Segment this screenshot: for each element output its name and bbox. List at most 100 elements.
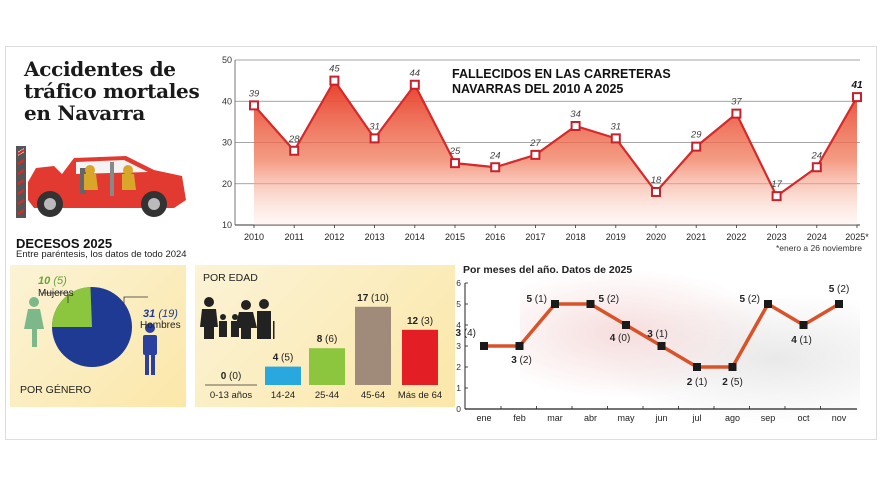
svg-text:3 (2): 3 (2) — [511, 355, 532, 366]
svg-text:45-64: 45-64 — [361, 390, 385, 401]
svg-text:2025*: 2025* — [845, 232, 869, 242]
page-title: Accidentes de tráfico mortales en Navarr… — [24, 57, 200, 125]
svg-text:41: 41 — [850, 80, 863, 91]
svg-text:2019: 2019 — [606, 232, 626, 242]
svg-text:2013: 2013 — [365, 232, 385, 242]
svg-text:may: may — [617, 413, 635, 423]
data-point-marker — [249, 100, 259, 111]
svg-text:oct: oct — [797, 413, 810, 423]
data-labels: 39 28 45 31 44 25 24 27 34 31 18 29 37 17 24 41 — [249, 64, 863, 191]
svg-text:2017: 2017 — [525, 232, 545, 242]
svg-text:20: 20 — [222, 179, 232, 189]
svg-text:2014: 2014 — [405, 232, 425, 242]
svg-text:4 (0): 4 (0) — [610, 333, 631, 344]
svg-text:jul: jul — [691, 413, 701, 423]
svg-text:0 (0): 0 (0) — [221, 371, 242, 382]
svg-text:14-24: 14-24 — [271, 390, 295, 401]
svg-text:feb: feb — [513, 413, 526, 423]
svg-text:37: 37 — [731, 97, 742, 108]
svg-text:34: 34 — [570, 109, 581, 120]
svg-text:17 (10): 17 (10) — [357, 293, 389, 304]
svg-text:5 (2): 5 (2) — [739, 294, 760, 305]
svg-text:0-13 años: 0-13 años — [210, 390, 253, 401]
svg-text:6: 6 — [456, 278, 461, 288]
svg-text:2022: 2022 — [726, 232, 746, 242]
data-point-marker — [570, 121, 581, 131]
title-line-2: tráfico mortales — [24, 79, 200, 103]
svg-text:abr: abr — [584, 413, 597, 423]
svg-text:4 (1): 4 (1) — [791, 335, 812, 346]
data-point-marker — [610, 133, 621, 144]
svg-text:jun: jun — [654, 413, 667, 423]
title-line-1: Accidentes de — [24, 57, 176, 81]
svg-text:5 (1): 5 (1) — [526, 294, 547, 305]
title-line-3: en Navarra — [24, 101, 146, 125]
svg-text:31: 31 — [611, 121, 622, 132]
men-prev: (19) — [158, 308, 178, 320]
svg-text:5 (2): 5 (2) — [829, 284, 850, 295]
women-value: 10 — [38, 275, 51, 287]
svg-text:8 (6): 8 (6) — [317, 334, 338, 345]
man-icon — [143, 323, 157, 375]
age-bar — [309, 348, 345, 385]
svg-text:10: 10 — [222, 220, 232, 230]
month-point-marker — [728, 363, 737, 371]
car-crash-illustration-icon — [16, 146, 186, 218]
month-point-marker — [586, 300, 595, 308]
svg-text:ene: ene — [476, 413, 491, 423]
svg-text:2 (1): 2 (1) — [687, 377, 708, 388]
svg-text:2 (5): 2 (5) — [722, 377, 743, 388]
data-point-marker — [852, 92, 862, 103]
svg-text:3: 3 — [456, 341, 461, 351]
month-point-marker — [657, 342, 666, 350]
month-point-marker — [622, 321, 630, 329]
svg-text:Más de 64: Más de 64 — [398, 390, 442, 401]
svg-text:25-44: 25-44 — [315, 390, 339, 401]
svg-text:27: 27 — [529, 138, 541, 149]
data-point-marker — [450, 158, 460, 169]
month-point-marker — [799, 321, 808, 329]
svg-text:18: 18 — [651, 175, 662, 186]
svg-text:2010: 2010 — [244, 232, 264, 242]
svg-text:nov: nov — [832, 413, 847, 423]
svg-text:39: 39 — [249, 88, 260, 99]
svg-text:2012: 2012 — [324, 232, 344, 242]
svg-text:4: 4 — [456, 320, 461, 330]
family-icon — [200, 297, 275, 339]
women-stat: 10 (5) — [38, 275, 67, 287]
age-bar-chart: 0 (0) 0-13 años 4 (5) 14-24 8 (6) 25-44 17 (10… — [200, 293, 442, 401]
woman-icon — [24, 297, 44, 347]
svg-text:25: 25 — [449, 146, 461, 157]
x-axis: 2010 2011 2012 2013 2014 2015 2016 2017 2018 2019… — [244, 225, 869, 242]
decesos-title: DECESOS 2025 — [16, 236, 113, 251]
data-point-marker — [369, 133, 380, 144]
svg-text:24: 24 — [811, 150, 823, 161]
svg-text:2015: 2015 — [445, 232, 465, 242]
men-stat: 31 (19) — [143, 308, 178, 320]
svg-text:44: 44 — [410, 68, 421, 79]
svg-text:2016: 2016 — [485, 232, 505, 242]
svg-text:17: 17 — [771, 179, 782, 190]
age-bar — [402, 329, 438, 385]
month-point-marker — [693, 363, 701, 371]
svg-text:2023: 2023 — [767, 232, 787, 242]
data-point-marker — [490, 162, 501, 173]
month-point-marker — [515, 342, 524, 350]
svg-text:29: 29 — [690, 130, 702, 141]
footnote: *enero a 26 noviembre — [776, 243, 863, 253]
svg-text:3 (4): 3 (4) — [455, 328, 476, 339]
svg-text:5 (2): 5 (2) — [599, 294, 620, 305]
svg-text:2: 2 — [456, 362, 461, 372]
monthly-chart-title: Por meses del año. Datos de 2025 — [463, 264, 633, 276]
svg-text:30: 30 — [222, 138, 232, 148]
monthly-line-chart: 0 1 2 3 4 5 6 ene feb mar abr may jun jul ago sep oct nov… — [455, 278, 857, 423]
data-point-marker — [409, 79, 420, 90]
data-point-marker — [811, 162, 822, 173]
svg-text:1: 1 — [456, 383, 461, 393]
svg-text:45: 45 — [329, 64, 340, 75]
data-point-marker — [329, 75, 340, 86]
main-chart-title-line2: NAVARRAS DEL 2010 A 2025 — [452, 82, 624, 96]
month-point-marker — [835, 300, 843, 308]
svg-text:28: 28 — [288, 134, 300, 145]
